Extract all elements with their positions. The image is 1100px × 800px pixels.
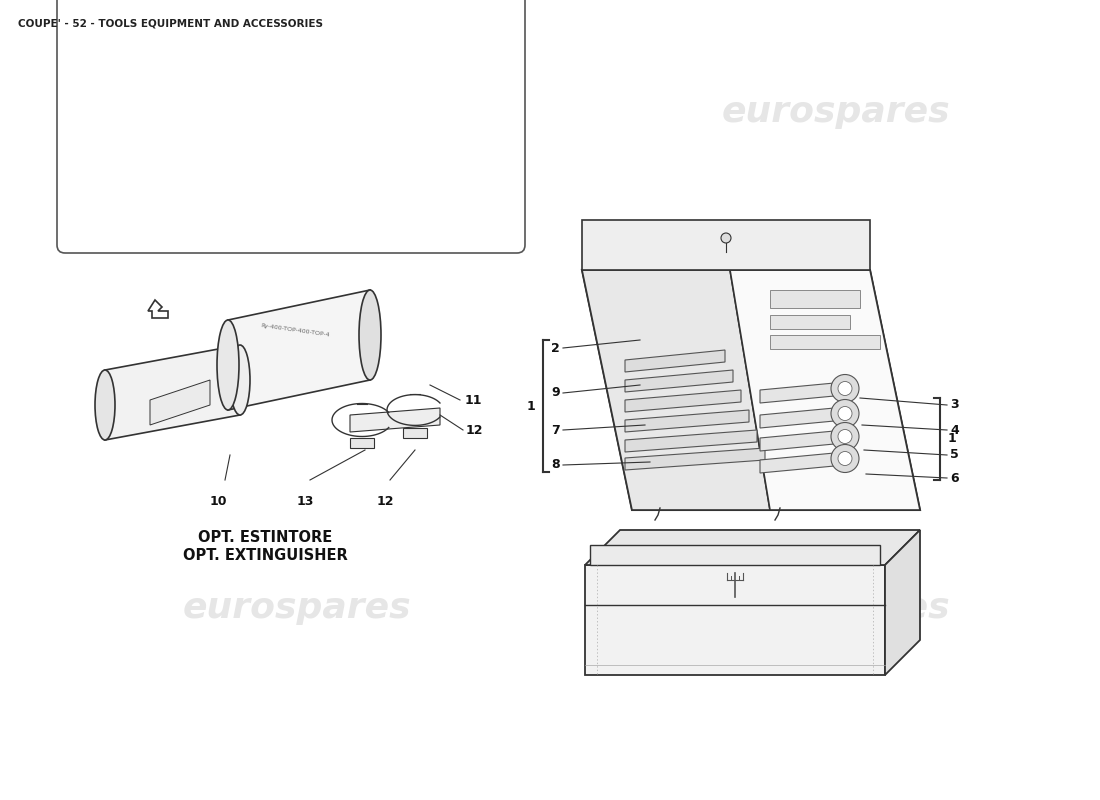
Circle shape — [838, 451, 853, 466]
Text: OPT. ESTINTORE: OPT. ESTINTORE — [198, 530, 332, 545]
Circle shape — [838, 406, 853, 421]
Text: 4: 4 — [950, 423, 959, 437]
Polygon shape — [403, 428, 427, 438]
Text: 1: 1 — [948, 433, 957, 446]
Polygon shape — [582, 220, 870, 270]
Text: eurospares: eurospares — [183, 591, 411, 625]
Text: 3: 3 — [950, 398, 958, 411]
Polygon shape — [625, 390, 741, 412]
Circle shape — [830, 374, 859, 402]
Text: OPT. EXTINGUISHER: OPT. EXTINGUISHER — [183, 548, 348, 563]
Polygon shape — [760, 407, 845, 428]
Polygon shape — [770, 335, 880, 349]
Polygon shape — [770, 315, 850, 329]
Text: 2: 2 — [551, 342, 560, 354]
Text: eurospares: eurospares — [722, 95, 950, 129]
Polygon shape — [585, 565, 886, 675]
Ellipse shape — [95, 370, 116, 440]
Text: 6: 6 — [950, 471, 958, 485]
Circle shape — [830, 445, 859, 473]
Circle shape — [838, 430, 853, 443]
Polygon shape — [148, 300, 168, 318]
Polygon shape — [228, 290, 370, 410]
Polygon shape — [350, 408, 440, 432]
Text: COUPE' - 52 - TOOLS EQUIPMENT AND ACCESSORIES: COUPE' - 52 - TOOLS EQUIPMENT AND ACCESS… — [18, 18, 323, 28]
Polygon shape — [625, 430, 757, 452]
Circle shape — [838, 382, 853, 395]
Text: 10: 10 — [209, 495, 227, 508]
Polygon shape — [150, 380, 210, 425]
Polygon shape — [582, 270, 920, 510]
FancyBboxPatch shape — [57, 0, 525, 253]
Text: eurospares: eurospares — [722, 591, 950, 625]
Polygon shape — [760, 430, 845, 451]
Polygon shape — [350, 438, 374, 448]
Text: eurospares: eurospares — [183, 95, 411, 129]
Polygon shape — [760, 452, 845, 473]
Polygon shape — [886, 530, 920, 675]
Text: 1: 1 — [526, 399, 535, 413]
Circle shape — [830, 399, 859, 427]
Text: 13: 13 — [296, 495, 314, 508]
Polygon shape — [625, 350, 725, 372]
Polygon shape — [590, 545, 880, 565]
Text: 12: 12 — [376, 495, 394, 508]
Circle shape — [720, 233, 732, 243]
Text: 9: 9 — [551, 386, 560, 399]
Polygon shape — [104, 345, 240, 440]
Polygon shape — [760, 382, 845, 403]
Ellipse shape — [217, 320, 239, 410]
Polygon shape — [625, 370, 733, 392]
Text: 8: 8 — [551, 458, 560, 471]
Polygon shape — [730, 270, 920, 510]
Ellipse shape — [359, 290, 381, 380]
Text: 12: 12 — [466, 423, 484, 437]
Circle shape — [830, 422, 859, 450]
Text: Ry-400-TOP-400-TOP-4: Ry-400-TOP-400-TOP-4 — [260, 322, 330, 338]
Polygon shape — [770, 290, 860, 308]
Text: 5: 5 — [950, 449, 959, 462]
Polygon shape — [625, 448, 764, 470]
Polygon shape — [585, 530, 920, 565]
Text: 11: 11 — [465, 394, 483, 406]
Polygon shape — [582, 270, 770, 510]
Ellipse shape — [230, 345, 250, 415]
Text: 7: 7 — [551, 423, 560, 437]
Polygon shape — [625, 410, 749, 432]
